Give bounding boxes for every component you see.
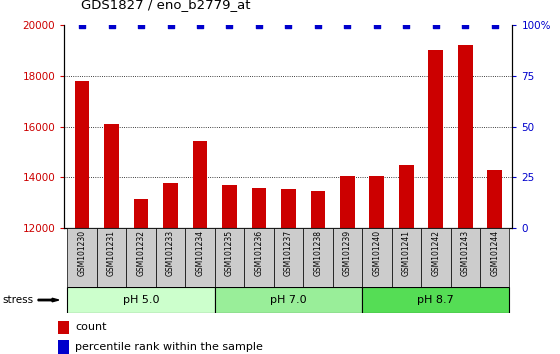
Point	[314, 22, 323, 28]
Bar	[281, 189, 296, 228]
Point	[195, 22, 204, 28]
Bar	[399, 165, 414, 228]
Bar	[333, 228, 362, 287]
Point	[490, 22, 499, 28]
Bar	[428, 50, 443, 228]
Bar	[67, 287, 214, 313]
Bar	[251, 188, 267, 228]
Text: percentile rank within the sample: percentile rank within the sample	[75, 342, 263, 352]
Point	[284, 22, 293, 28]
Bar	[222, 185, 237, 228]
Bar	[134, 199, 148, 228]
Bar	[58, 321, 69, 334]
Bar	[214, 228, 244, 287]
Bar	[480, 228, 510, 287]
Point	[166, 22, 175, 28]
Bar	[214, 287, 362, 313]
Bar	[156, 228, 185, 287]
Bar	[244, 228, 274, 287]
Point	[78, 22, 87, 28]
Text: stress: stress	[3, 295, 34, 305]
Point	[372, 22, 381, 28]
Bar	[185, 228, 214, 287]
Text: GSM101240: GSM101240	[372, 230, 381, 276]
Text: GSM101242: GSM101242	[431, 230, 440, 276]
Bar	[458, 45, 473, 228]
Text: pH 5.0: pH 5.0	[123, 295, 159, 305]
Text: count: count	[75, 322, 107, 332]
Bar	[97, 228, 127, 287]
Text: GSM101233: GSM101233	[166, 230, 175, 276]
Text: GSM101236: GSM101236	[254, 230, 263, 276]
Text: pH 8.7: pH 8.7	[417, 295, 454, 305]
Text: GSM101243: GSM101243	[461, 230, 470, 276]
Text: GSM101244: GSM101244	[490, 230, 499, 276]
Bar	[163, 183, 178, 228]
Text: GSM101231: GSM101231	[107, 230, 116, 276]
Bar	[421, 228, 450, 287]
Text: GSM101232: GSM101232	[137, 230, 146, 276]
Text: GSM101238: GSM101238	[314, 230, 323, 276]
Point	[343, 22, 352, 28]
Bar	[391, 228, 421, 287]
Point	[254, 22, 263, 28]
Bar	[193, 141, 207, 228]
Point	[431, 22, 440, 28]
Bar	[104, 124, 119, 228]
Text: GSM101230: GSM101230	[78, 230, 87, 276]
Point	[402, 22, 411, 28]
Text: pH 7.0: pH 7.0	[270, 295, 307, 305]
Bar	[310, 192, 325, 228]
Bar	[58, 340, 69, 354]
Bar	[303, 228, 333, 287]
Text: GSM101241: GSM101241	[402, 230, 411, 276]
Point	[107, 22, 116, 28]
Point	[225, 22, 234, 28]
Text: GSM101239: GSM101239	[343, 230, 352, 276]
Bar	[340, 176, 354, 228]
Text: GSM101237: GSM101237	[284, 230, 293, 276]
Bar	[74, 81, 90, 228]
Point	[461, 22, 470, 28]
Text: GDS1827 / eno_b2779_at: GDS1827 / eno_b2779_at	[81, 0, 251, 11]
Bar	[362, 228, 391, 287]
Text: GSM101234: GSM101234	[195, 230, 204, 276]
Text: GSM101235: GSM101235	[225, 230, 234, 276]
Bar	[487, 170, 502, 228]
Point	[137, 22, 146, 28]
Bar	[127, 228, 156, 287]
Bar	[274, 228, 303, 287]
Bar	[362, 287, 510, 313]
Bar	[67, 228, 97, 287]
Bar	[450, 228, 480, 287]
Bar	[370, 176, 384, 228]
